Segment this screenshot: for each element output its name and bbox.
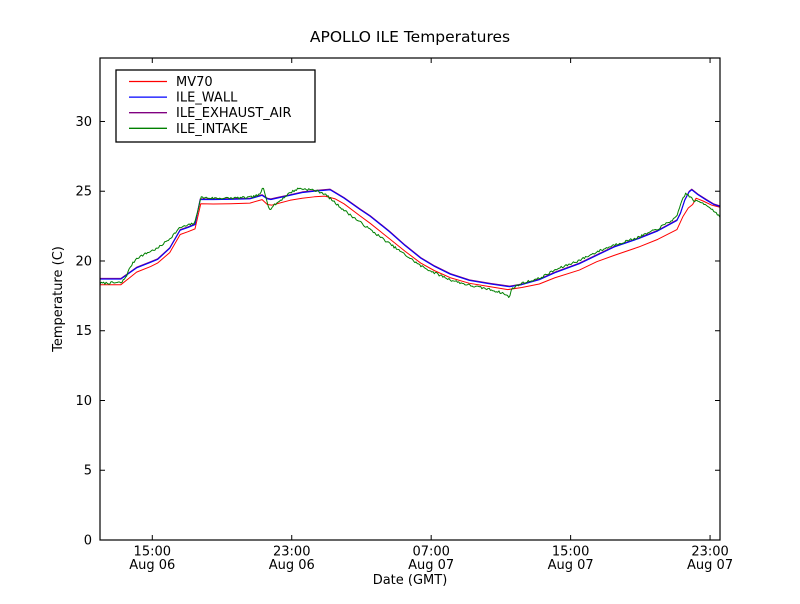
x-tick-date-label: Aug 06: [129, 558, 175, 573]
x-tick-time-label: 23:00: [691, 545, 728, 560]
chart-title: APOLLO ILE Temperatures: [310, 28, 510, 46]
x-tick-date-label: Aug 07: [548, 558, 594, 573]
y-tick-label: 0: [84, 534, 92, 549]
series-line-MV70: [100, 195, 721, 291]
x-tick-time-label: 23:00: [273, 545, 310, 560]
plot-border: [99, 57, 721, 541]
x-axis-label: Date (GMT): [373, 573, 448, 588]
x-tick-date-label: Aug 07: [408, 558, 454, 573]
legend-entry-label: ILE_EXHAUST_AIR: [176, 106, 292, 121]
y-tick-label: 25: [75, 185, 92, 200]
x-tick-time-label: 07:00: [412, 545, 449, 560]
x-tick-time-label: 15:00: [552, 545, 589, 560]
x-tick-time-label: 15:00: [134, 545, 171, 560]
legend-entry-label: ILE_INTAKE: [176, 122, 248, 137]
x-tick-date-label: Aug 06: [269, 558, 315, 573]
legend-entry-label: MV70: [176, 75, 213, 90]
series-line-ILE_EXHAUST_AIR: [100, 188, 721, 287]
legend-entry-label: ILE_WALL: [176, 91, 238, 106]
y-tick-label: 5: [84, 464, 92, 479]
series-line-ILE_WALL: [100, 189, 721, 288]
y-tick-label: 20: [75, 254, 92, 269]
x-tick-date-label: Aug 07: [687, 558, 733, 573]
y-tick-label: 15: [75, 324, 92, 339]
y-tick-label: 30: [75, 115, 92, 130]
series-group: [99, 187, 721, 298]
series-line-ILE_INTAKE: [99, 187, 721, 298]
y-tick-label: 10: [75, 394, 92, 409]
y-axis-label: Temperature (C): [51, 246, 66, 353]
